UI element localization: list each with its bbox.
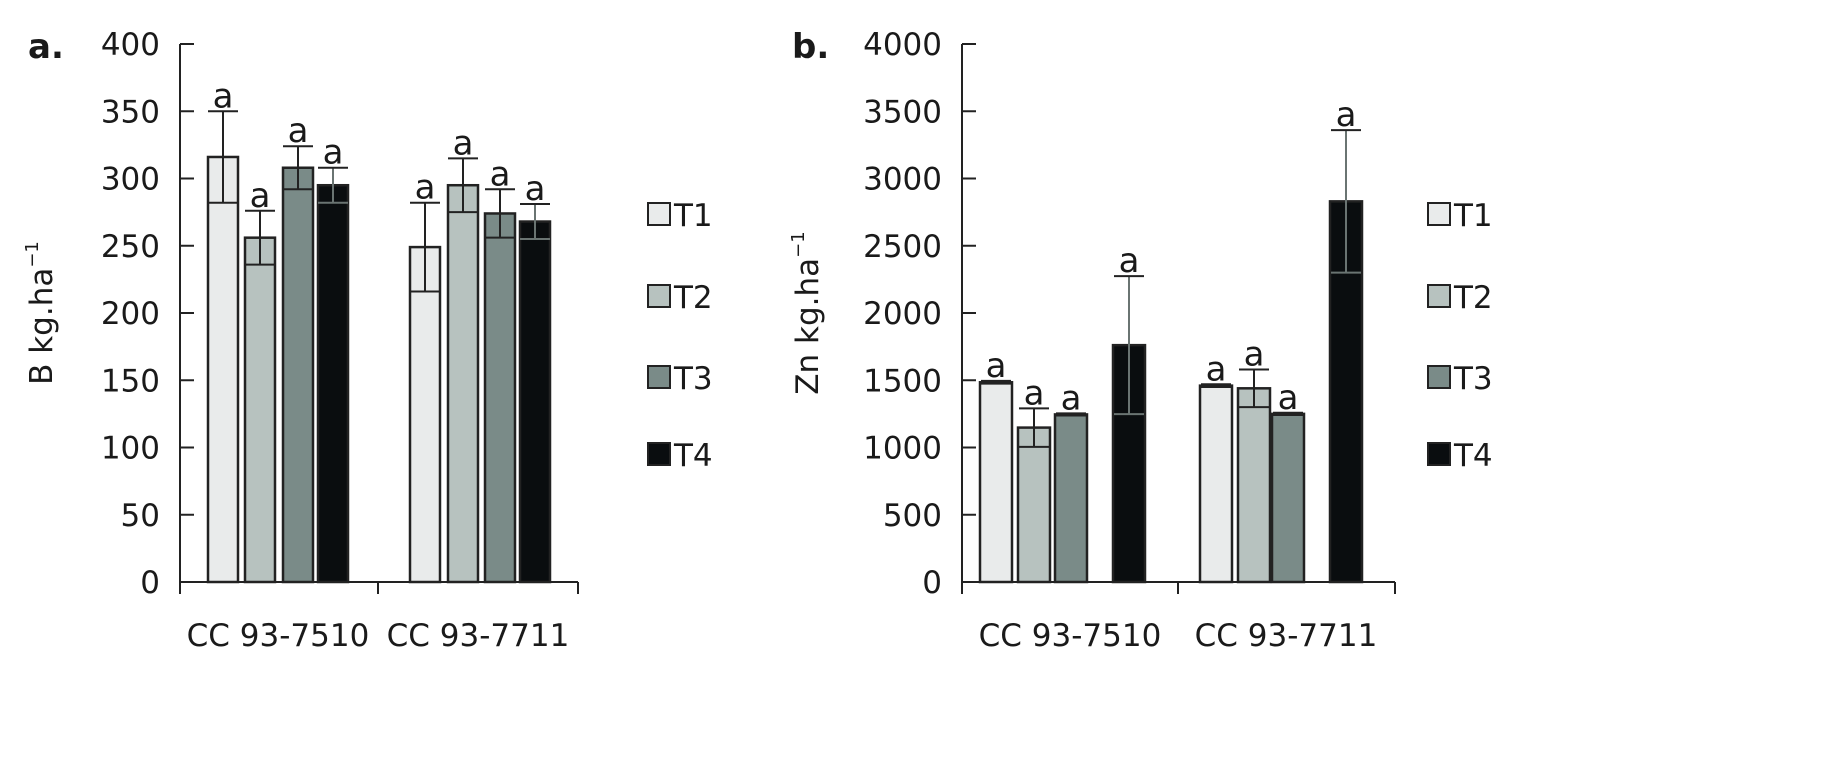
- y-axis-label-text: B kg.ha: [24, 268, 60, 385]
- y-axis-label: B kg.ha−1: [22, 241, 60, 385]
- significance-letter: a: [1244, 334, 1265, 374]
- bar-t2: [446, 183, 480, 584]
- significance-letter: a: [250, 176, 271, 216]
- bar-t1: [408, 245, 442, 584]
- bar-t3: [483, 212, 517, 584]
- y-axis-label-superscript: −1: [22, 241, 43, 268]
- legend-swatch-t4: [1427, 442, 1451, 466]
- legend-label: T3: [1453, 361, 1493, 397]
- x-tick-label: CC 93-7711: [1195, 618, 1378, 654]
- bar-t1: [1198, 384, 1234, 584]
- bar-t2: [243, 236, 277, 584]
- significance-letter: a: [1061, 378, 1082, 418]
- y-tick-label: 350: [101, 94, 160, 130]
- y-tick-label: 100: [101, 431, 160, 467]
- legend-label: T1: [1453, 198, 1493, 234]
- bar-t3: [1270, 412, 1306, 584]
- legend-swatch-t2: [1427, 284, 1451, 308]
- y-tick-label: 0: [140, 565, 160, 601]
- legend-swatch-t4: [647, 442, 671, 466]
- bar-t2: [1236, 387, 1272, 584]
- legend-label: T4: [1453, 438, 1493, 474]
- significance-letter: a: [323, 133, 344, 173]
- x-tick-label: CC 93-7510: [187, 618, 370, 654]
- y-tick-label: 250: [101, 229, 160, 265]
- y-tick-label: 300: [101, 162, 160, 198]
- significance-letter: a: [986, 346, 1007, 386]
- y-tick-label: 150: [101, 363, 160, 399]
- y-tick-label: 4000: [863, 27, 942, 63]
- chart-panel-b: 0 500 1000 1500 2000 2500 3000 3500 4000 b. Zn kg.…: [788, 27, 1493, 654]
- y-tick-label: 2000: [863, 296, 942, 332]
- significance-letter: a: [1024, 373, 1045, 413]
- significance-letter: a: [1278, 378, 1299, 418]
- legend-label: T3: [673, 361, 713, 397]
- bar-t4: [316, 183, 350, 584]
- legend-swatch-t2: [647, 284, 671, 308]
- legend-label: T1: [673, 198, 713, 234]
- bar-t2: [1016, 426, 1052, 584]
- bar-t1: [978, 381, 1014, 584]
- legend-label: T4: [673, 438, 713, 474]
- y-tick-label: 0: [922, 565, 942, 601]
- bar-t1: [206, 155, 240, 584]
- y-tick-label: 50: [121, 498, 160, 534]
- y-axis-label-superscript: −1: [788, 231, 809, 258]
- y-axis-label: Zn kg.ha−1: [788, 231, 826, 394]
- y-tick-label: 1000: [863, 431, 942, 467]
- bar-t3: [1053, 413, 1089, 584]
- y-tick-label: 500: [883, 498, 942, 534]
- panel-label: b.: [792, 27, 829, 67]
- y-tick-label: 400: [101, 27, 160, 63]
- significance-letter: a: [213, 76, 234, 116]
- y-tick-label: 2500: [863, 229, 942, 265]
- bar-t4: [518, 220, 552, 584]
- x-tick-label: CC 93-7711: [387, 618, 570, 654]
- x-tick-label: CC 93-7510: [979, 618, 1162, 654]
- legend-label: T2: [1453, 280, 1493, 316]
- panel-label: a.: [28, 27, 64, 67]
- significance-letter: a: [1206, 349, 1227, 389]
- legend-swatch-t3: [647, 365, 671, 389]
- legend-swatch-t3: [1427, 365, 1451, 389]
- legend-swatch-t1: [1427, 202, 1451, 226]
- y-tick-label: 3500: [863, 94, 942, 130]
- significance-letter: a: [1336, 95, 1357, 135]
- y-tick-label: 200: [101, 296, 160, 332]
- significance-letter: a: [415, 168, 436, 208]
- y-tick-label: 3000: [863, 162, 942, 198]
- significance-letter: a: [288, 111, 309, 151]
- significance-letter: a: [1119, 241, 1140, 281]
- y-axis-label-text: Zn kg.ha: [790, 258, 826, 395]
- significance-letter: a: [453, 123, 474, 163]
- legend-label: T2: [673, 280, 713, 316]
- legend-swatch-t1: [647, 202, 671, 226]
- significance-letter: a: [525, 169, 546, 209]
- y-tick-label: 1500: [863, 363, 942, 399]
- bar-t3: [281, 166, 315, 584]
- significance-letter: a: [490, 154, 511, 194]
- chart-panel-a: 0 50 100 150 200 250 300 350 400 a. B kg.ha−1 CC 93…: [22, 27, 713, 654]
